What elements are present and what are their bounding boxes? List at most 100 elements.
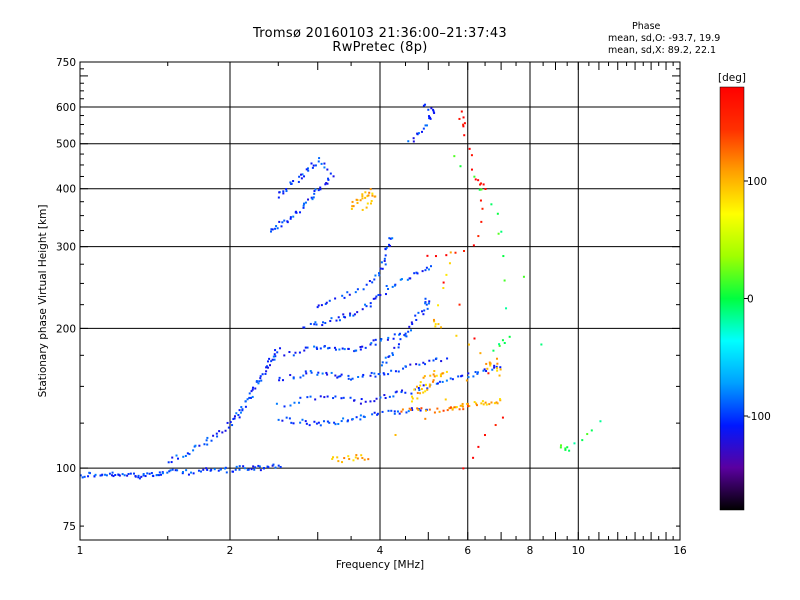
data-point (261, 373, 264, 376)
data-point (258, 465, 261, 468)
data-point (499, 366, 502, 369)
data-point (370, 200, 373, 203)
data-point (304, 370, 307, 373)
data-point (442, 287, 445, 290)
data-point (410, 392, 413, 395)
data-point (434, 323, 437, 326)
data-point (347, 455, 350, 458)
data-point (346, 291, 349, 294)
data-point (356, 201, 359, 204)
data-point (313, 345, 316, 348)
data-point (279, 347, 282, 350)
data-point (275, 225, 278, 228)
data-point (359, 348, 362, 351)
data-point (258, 380, 261, 383)
data-point (361, 195, 364, 198)
data-point (111, 471, 114, 474)
data-point (306, 396, 309, 399)
stats-x-line: mean, sd,X: 89.2, 22.1 (608, 45, 717, 56)
data-point (453, 406, 456, 409)
data-point (564, 447, 567, 450)
data-point (328, 346, 331, 349)
data-point (210, 468, 213, 471)
data-point (401, 389, 404, 392)
data-point (184, 454, 187, 457)
data-point (449, 377, 452, 380)
data-point (424, 417, 427, 420)
y-tick-label: 750 (56, 57, 76, 69)
data-point (231, 424, 234, 427)
y-tick-label: 100 (56, 463, 76, 475)
data-point (418, 389, 421, 392)
data-point (473, 337, 476, 340)
data-point (378, 373, 381, 376)
data-point (79, 474, 82, 477)
data-point (305, 168, 308, 171)
data-point (316, 347, 319, 350)
data-point (323, 162, 326, 165)
data-point (313, 192, 316, 195)
data-point (430, 107, 433, 110)
data-point (289, 404, 292, 407)
data-point (356, 457, 359, 460)
data-point (466, 405, 469, 408)
data-point (265, 366, 268, 369)
data-point (455, 406, 458, 409)
data-point (481, 400, 484, 403)
data-point (412, 137, 415, 140)
data-point (421, 270, 424, 273)
data-point (374, 297, 377, 300)
data-point (435, 357, 438, 360)
data-point (413, 388, 416, 391)
data-point (342, 315, 345, 318)
data-point (99, 474, 102, 477)
data-point (457, 375, 460, 378)
data-point (477, 235, 480, 238)
data-point (355, 198, 358, 201)
stats-o-line: mean, sd,O: -93.7, 19.9 (608, 33, 721, 44)
data-point (368, 191, 371, 194)
data-point (194, 444, 197, 447)
colorbar: [deg] 100 0 -100 (718, 72, 771, 511)
data-point (351, 377, 354, 380)
data-point (384, 254, 387, 257)
data-point (427, 115, 430, 118)
data-point (573, 442, 576, 445)
data-point (93, 475, 96, 478)
data-point (373, 411, 376, 414)
data-point (397, 346, 400, 349)
data-point (337, 375, 340, 378)
data-point (383, 394, 386, 397)
data-point (243, 467, 246, 470)
data-point (404, 391, 407, 394)
data-point (277, 464, 280, 467)
data-point (217, 469, 220, 472)
data-point (388, 237, 391, 240)
data-point (355, 416, 358, 419)
data-point (376, 412, 379, 415)
data-point (137, 474, 140, 477)
data-point (379, 339, 382, 342)
y-tick-label: 200 (56, 323, 76, 335)
data-point (508, 335, 511, 338)
data-point (416, 397, 419, 400)
data-point (398, 412, 401, 415)
data-point (302, 204, 305, 207)
data-point (372, 339, 375, 342)
data-point (289, 216, 292, 219)
x-tick-label: 6 (464, 545, 471, 557)
data-point (424, 390, 427, 393)
data-point (353, 399, 356, 402)
data-point (389, 244, 392, 247)
data-point (462, 125, 465, 128)
data-point (428, 359, 431, 362)
data-point (449, 251, 452, 254)
data-point (384, 247, 387, 250)
data-point (473, 401, 476, 404)
data-point (325, 371, 328, 374)
data-point (480, 220, 483, 223)
data-point (399, 338, 402, 341)
data-point (292, 180, 295, 183)
data-point (488, 403, 491, 406)
data-point (341, 347, 344, 350)
